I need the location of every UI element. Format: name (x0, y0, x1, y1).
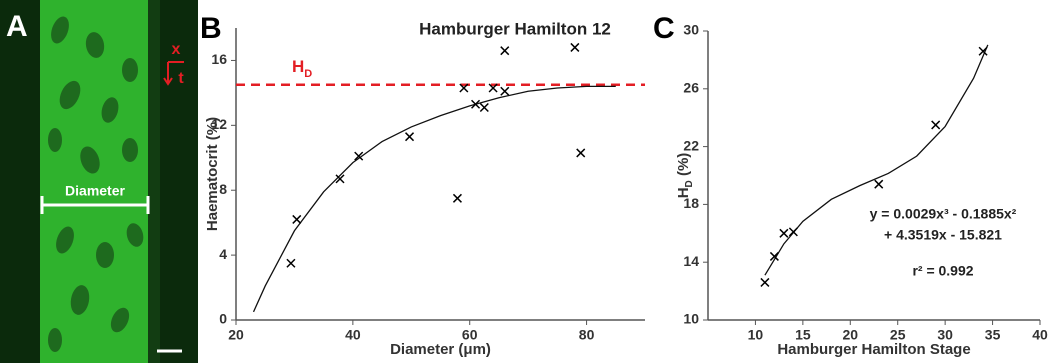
vessel-wall (148, 0, 160, 363)
chart-title: Hamburger Hamilton 12 (419, 19, 611, 38)
y-axis-label-part: H (675, 187, 692, 198)
annotation: + 4.3519x - 15.821 (884, 227, 1002, 243)
y-axis-label-part: D (684, 180, 695, 187)
x-tick-label: 40 (1032, 327, 1048, 343)
diameter-label: Diameter (65, 183, 125, 199)
data-point (577, 149, 585, 157)
panel-label: B (200, 12, 222, 45)
reference-label: HD (292, 57, 312, 79)
y-tick-label: 16 (211, 51, 227, 67)
x-axis-label: Diameter (μm) (390, 341, 491, 358)
data-point (287, 259, 295, 267)
reference-label-sub: D (304, 68, 312, 80)
data-point (571, 43, 579, 51)
y-tick-label: 0 (219, 311, 227, 327)
y-axis-label-part: (%) (675, 153, 692, 181)
data-point (406, 133, 414, 141)
panel-label: A (6, 10, 28, 43)
data-point (761, 278, 769, 286)
x-tick-label: 80 (579, 327, 595, 343)
micrograph: Diameter x t A (0, 0, 198, 363)
x-tick-label: 40 (345, 327, 361, 343)
axis-t-label: t (178, 70, 184, 87)
fit-curve (254, 86, 616, 311)
axis-x-label: x (172, 41, 181, 58)
reference-label-main: H (292, 57, 304, 76)
annotation: y = 0.0029x³ - 0.1885x² (870, 206, 1017, 222)
x-tick-label: 35 (985, 327, 1001, 343)
y-axis-label: Haematocrit (%) (204, 117, 221, 231)
data-point (979, 47, 987, 55)
y-tick-label: 30 (683, 22, 699, 38)
y-tick-label: 26 (683, 80, 699, 96)
data-point (932, 121, 940, 129)
x-tick-label: 10 (748, 327, 764, 343)
data-point (293, 215, 301, 223)
y-tick-label: 4 (219, 246, 227, 262)
data-point (875, 180, 883, 188)
annotation: r² = 0.992 (912, 263, 973, 279)
y-tick-label: 22 (683, 137, 699, 153)
y-axis-label: HD (%) (675, 153, 695, 199)
data-point (480, 103, 488, 111)
data-point (501, 47, 509, 55)
y-tick-label: 14 (683, 253, 699, 269)
data-point (453, 194, 461, 202)
panel-label: C (653, 12, 675, 45)
x-axis-label: Hamburger Hamilton Stage (777, 341, 970, 358)
data-point (789, 228, 797, 236)
figure: Diameter x t A 048121620406080BHamburger… (0, 0, 1053, 363)
data-point (501, 87, 509, 95)
x-tick-label: 20 (228, 327, 244, 343)
y-tick-label: 10 (683, 311, 699, 327)
page: {"panel_a": {"label": "A", "measure": "D… (0, 0, 1053, 363)
data-point (780, 229, 788, 237)
data-point (472, 100, 480, 108)
